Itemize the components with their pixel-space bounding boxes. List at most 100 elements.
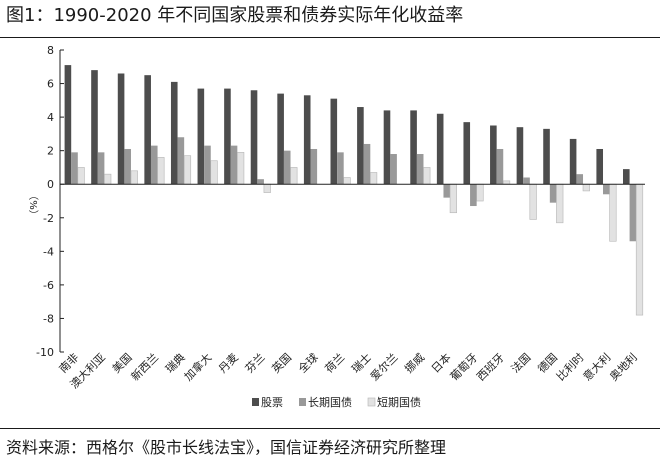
- bar-short-bond: [343, 177, 351, 185]
- bar-stock: [383, 110, 391, 185]
- source-note: 资料来源：西格尔《股市长线法宝》，国信证券经济研究所整理: [6, 438, 447, 457]
- x-tick-label: 挪威: [402, 350, 427, 375]
- bar-long-bond: [337, 152, 344, 185]
- bar-stock: [330, 98, 338, 185]
- bar-stock: [91, 70, 98, 185]
- bar-long-bond: [97, 152, 105, 185]
- bar-short-bond: [476, 183, 484, 202]
- bar-long-bond: [470, 184, 477, 207]
- y-tick-label: -2: [43, 212, 54, 225]
- bar-stock: [357, 107, 364, 185]
- bar-long-bond: [230, 145, 238, 185]
- x-tick-label: 爱尔兰: [368, 351, 401, 384]
- bar-long-bond: [496, 148, 504, 185]
- bar-long-bond: [257, 179, 264, 185]
- legend-swatch: [367, 397, 376, 407]
- x-tick-label: 奥地利: [607, 350, 640, 383]
- y-axis: -10 -8 -6 -4 -2 0 2 4 6 8 （%）: [27, 44, 64, 359]
- bar-short-bond: [183, 155, 192, 185]
- bar-long-bond: [124, 148, 131, 185]
- bar-stock: [64, 65, 72, 185]
- y-axis-label: （%）: [27, 190, 39, 220]
- y-tick-label: 6: [47, 78, 54, 91]
- bar-long-bond: [416, 154, 424, 185]
- bars-group: [64, 65, 644, 316]
- bar-long-bond: [177, 137, 185, 185]
- bar-short-bond: [77, 167, 85, 185]
- bar-stock: [250, 90, 258, 185]
- figure-title: 图1：1990-2020 年不同国家股票和债券实际年化收益率: [6, 5, 464, 26]
- x-tick-label: 加拿大: [181, 350, 214, 383]
- bar-long-bond: [576, 174, 584, 185]
- x-tick-label: 法国: [508, 350, 533, 375]
- bar-short-bond: [635, 183, 644, 316]
- bar-short-bond: [263, 183, 271, 193]
- x-tick-label: 全球: [295, 350, 320, 375]
- bar-long-bond: [523, 177, 530, 185]
- bar-stock: [144, 75, 151, 185]
- bar-short-bond: [104, 173, 112, 185]
- x-tick-label: 西班牙: [474, 351, 507, 384]
- legend-label: 长期国债: [308, 395, 352, 409]
- bar-long-bond: [71, 152, 78, 185]
- bar-short-bond: [449, 183, 457, 214]
- bar-long-bond: [390, 154, 397, 185]
- source-rule: [0, 428, 660, 429]
- bar-long-bond: [549, 184, 557, 203]
- x-tick-label: 丹麦: [216, 351, 241, 376]
- bar-stock: [596, 148, 604, 185]
- legend-swatch: [252, 398, 259, 406]
- bar-long-bond: [204, 145, 211, 185]
- bar-short-bond: [529, 183, 537, 220]
- y-tick-label: -8: [43, 312, 54, 325]
- x-tick-label: 意大利: [580, 350, 613, 383]
- y-tick-label: 4: [47, 111, 54, 124]
- bar-long-bond: [629, 184, 637, 242]
- bar-short-bond: [237, 152, 245, 185]
- bar-stock: [303, 95, 311, 185]
- legend-swatch: [299, 398, 306, 406]
- y-tick-label: 8: [47, 44, 54, 57]
- y-tick-label: 2: [47, 145, 54, 158]
- y-tick-label: -10: [36, 346, 54, 359]
- bar-short-bond: [556, 183, 564, 224]
- bar-stock: [436, 113, 444, 185]
- bar-stock: [410, 110, 417, 185]
- x-tick-label: 荷兰: [323, 351, 348, 376]
- bar-long-bond: [443, 184, 451, 198]
- bar-long-bond: [310, 148, 318, 185]
- x-tick-label: 英国: [269, 350, 294, 375]
- bar-short-bond: [423, 167, 431, 185]
- y-tick-label: -4: [43, 245, 54, 258]
- bar-stock: [543, 128, 550, 185]
- bar-long-bond: [603, 184, 610, 195]
- legend-label: 短期国债: [377, 395, 421, 409]
- bar-long-bond: [150, 145, 158, 185]
- legend-label: 股票: [261, 396, 283, 409]
- x-tick-label: 葡萄牙: [448, 351, 481, 384]
- bar-short-bond: [290, 167, 298, 185]
- bar-short-bond: [609, 183, 617, 242]
- x-tick-label: 芬兰: [243, 351, 268, 376]
- y-tick-label: -6: [43, 279, 54, 292]
- title-rule: [0, 37, 660, 38]
- legend: 股票 长期国债 短期国债: [252, 395, 421, 409]
- bar-short-bond: [157, 157, 165, 185]
- bar-stock: [569, 138, 577, 185]
- bar-stock: [117, 73, 125, 185]
- x-tick-label: 比利时: [554, 351, 587, 384]
- bar-stock: [224, 88, 231, 185]
- bar-long-bond: [283, 150, 291, 185]
- bar-short-bond: [369, 172, 378, 185]
- y-tick-label: 0: [47, 178, 54, 191]
- bar-stock: [490, 125, 497, 185]
- bar-short-bond: [582, 183, 590, 192]
- bar-stock: [277, 93, 284, 185]
- bar-stock: [463, 122, 471, 185]
- x-tick-label: 新西兰: [128, 350, 161, 383]
- bar-short-bond: [130, 170, 138, 185]
- bar-short-bond: [210, 160, 218, 185]
- bar-long-bond: [363, 143, 371, 185]
- bar-stock: [197, 88, 205, 185]
